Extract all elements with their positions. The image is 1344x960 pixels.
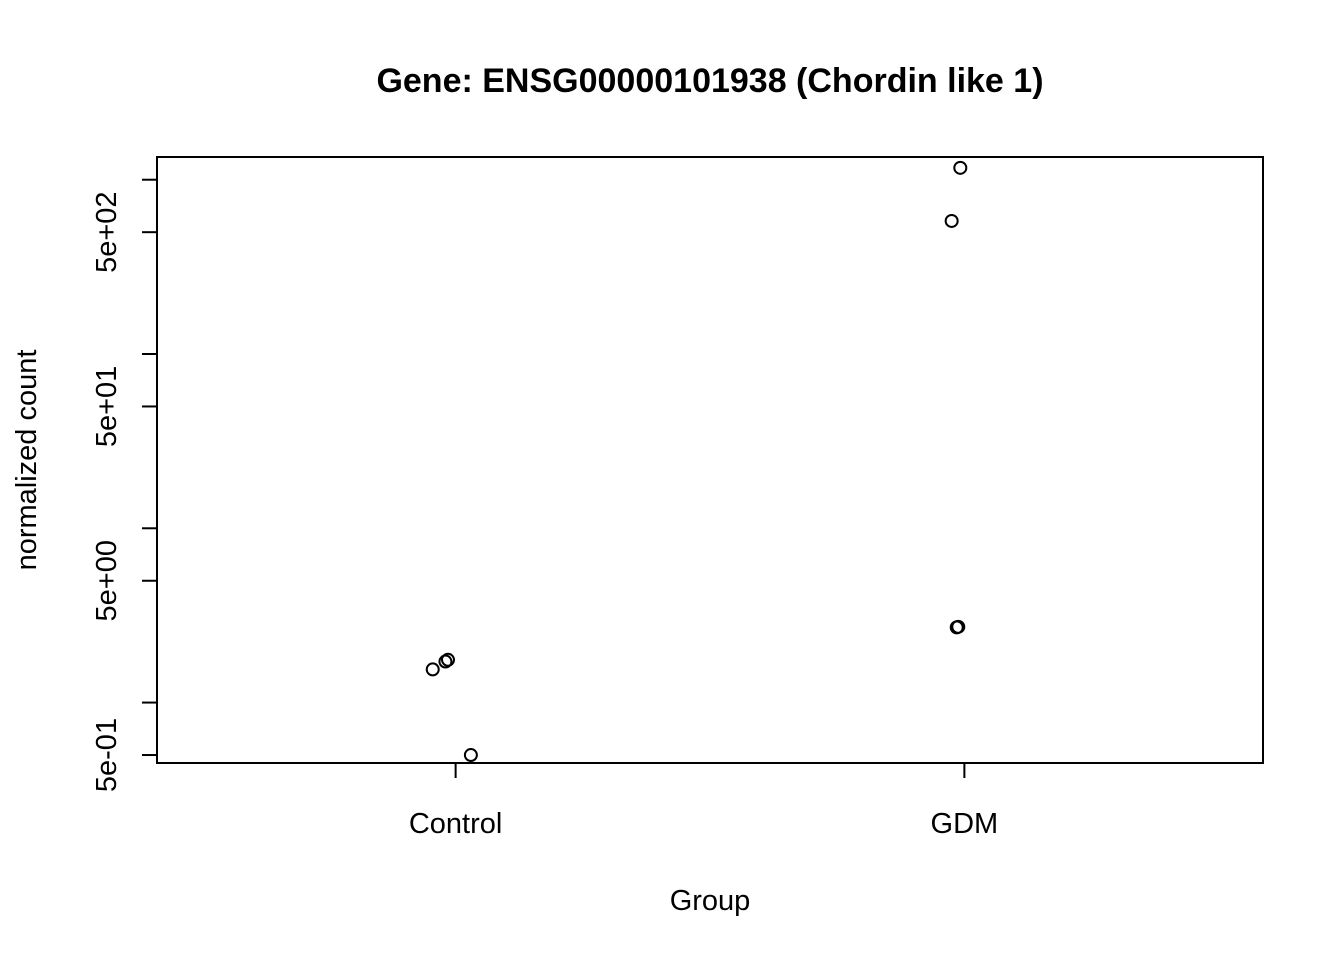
data-point: [438, 654, 453, 669]
y-axis: 5e-01 5e+00 5e+01 5e+02: [91, 178, 157, 792]
data-point: [953, 160, 968, 175]
x-axis-label: Group: [670, 885, 751, 917]
y-tick-label: 5e+01: [91, 366, 123, 447]
chart-title: Gene: ENSG00000101938 (Chordin like 1): [376, 62, 1043, 100]
y-tick-label: 5e+00: [91, 540, 123, 621]
data-point: [425, 662, 440, 677]
data-point: [951, 619, 966, 634]
x-tick-label: GDM: [931, 808, 999, 840]
x-tick-label: Control: [409, 808, 503, 840]
y-axis-label: normalized count: [11, 350, 43, 571]
data-point: [463, 748, 478, 763]
plot-frame: [156, 156, 1264, 764]
data-points: [425, 160, 968, 763]
x-axis: Control GDM: [409, 763, 998, 840]
y-tick-label: 5e+02: [91, 191, 123, 272]
y-tick-label: 5e-01: [91, 718, 123, 792]
data-point: [944, 213, 959, 228]
data-point: [440, 652, 455, 667]
